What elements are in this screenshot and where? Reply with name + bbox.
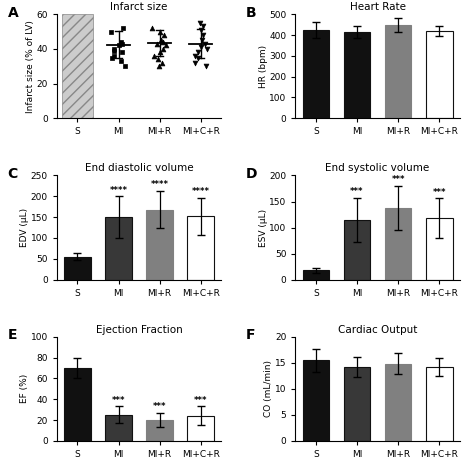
Bar bbox=[302, 270, 329, 280]
Point bbox=[159, 45, 167, 53]
Point bbox=[191, 52, 199, 60]
Bar bbox=[344, 32, 370, 118]
Bar bbox=[146, 210, 173, 280]
Bar bbox=[187, 216, 214, 280]
Bar bbox=[344, 367, 370, 441]
Point bbox=[158, 59, 166, 66]
Point bbox=[191, 59, 199, 66]
Point bbox=[118, 57, 125, 65]
Point bbox=[156, 28, 164, 36]
Point bbox=[119, 24, 127, 32]
Point bbox=[197, 26, 205, 34]
Bar bbox=[105, 415, 132, 441]
Point bbox=[115, 42, 122, 49]
Text: ***: *** bbox=[432, 188, 446, 197]
Point bbox=[154, 55, 162, 63]
Title: End systolic volume: End systolic volume bbox=[326, 164, 429, 173]
Point bbox=[156, 48, 164, 56]
Text: ***: *** bbox=[153, 402, 166, 411]
Point bbox=[199, 36, 206, 44]
Point bbox=[161, 31, 168, 39]
Bar bbox=[302, 30, 329, 118]
Bar bbox=[62, 14, 93, 118]
Bar bbox=[426, 31, 453, 118]
Bar bbox=[385, 208, 411, 280]
Bar bbox=[146, 420, 173, 441]
Point bbox=[148, 24, 156, 32]
Bar bbox=[64, 368, 91, 441]
Point bbox=[199, 23, 206, 30]
Text: ****: **** bbox=[109, 186, 128, 195]
Bar bbox=[187, 416, 214, 441]
Title: End diastolic volume: End diastolic volume bbox=[85, 164, 193, 173]
Text: A: A bbox=[8, 6, 18, 20]
Point bbox=[157, 36, 165, 44]
Title: Infarct size: Infarct size bbox=[110, 2, 168, 12]
Text: ****: **** bbox=[151, 180, 169, 189]
Point bbox=[194, 48, 202, 56]
Text: B: B bbox=[246, 6, 256, 20]
Point bbox=[108, 28, 115, 36]
Point bbox=[194, 54, 201, 61]
Bar bbox=[302, 360, 329, 441]
Title: Heart Rate: Heart Rate bbox=[349, 2, 406, 12]
Bar bbox=[385, 25, 411, 118]
Bar bbox=[385, 364, 411, 441]
Bar bbox=[105, 217, 132, 280]
Y-axis label: EF (%): EF (%) bbox=[20, 374, 29, 403]
Point bbox=[110, 47, 118, 55]
Text: ***: *** bbox=[194, 396, 208, 405]
Point bbox=[153, 40, 160, 47]
Bar bbox=[344, 220, 370, 280]
Y-axis label: CO (mL/min): CO (mL/min) bbox=[264, 360, 273, 417]
Point bbox=[202, 63, 210, 70]
Point bbox=[199, 31, 207, 39]
Bar bbox=[64, 256, 91, 280]
Text: E: E bbox=[8, 328, 17, 342]
Point bbox=[155, 63, 163, 70]
Y-axis label: Infarct size (% of LV): Infarct size (% of LV) bbox=[26, 20, 35, 113]
Y-axis label: HR (bpm): HR (bpm) bbox=[259, 45, 268, 88]
Point bbox=[201, 40, 209, 47]
Point bbox=[110, 52, 118, 60]
Point bbox=[197, 44, 205, 51]
Point bbox=[159, 38, 167, 46]
Point bbox=[118, 48, 126, 56]
Text: ***: *** bbox=[392, 175, 405, 184]
Text: C: C bbox=[8, 167, 18, 181]
Title: Ejection Fraction: Ejection Fraction bbox=[96, 325, 182, 335]
Title: Cardiac Output: Cardiac Output bbox=[338, 325, 417, 335]
Text: D: D bbox=[246, 167, 257, 181]
Text: ***: *** bbox=[350, 187, 364, 196]
Point bbox=[196, 19, 204, 27]
Text: ***: *** bbox=[112, 396, 125, 405]
Point bbox=[203, 45, 210, 53]
Y-axis label: EDV (μL): EDV (μL) bbox=[20, 208, 29, 247]
Point bbox=[118, 40, 126, 47]
Bar bbox=[426, 218, 453, 280]
Y-axis label: ESV (μL): ESV (μL) bbox=[259, 209, 268, 246]
Point bbox=[162, 42, 170, 49]
Point bbox=[111, 45, 118, 53]
Point bbox=[117, 38, 124, 46]
Point bbox=[151, 52, 158, 60]
Point bbox=[109, 54, 116, 61]
Text: ****: **** bbox=[192, 187, 210, 196]
Text: F: F bbox=[246, 328, 255, 342]
Bar bbox=[426, 367, 453, 441]
Point bbox=[121, 63, 129, 70]
